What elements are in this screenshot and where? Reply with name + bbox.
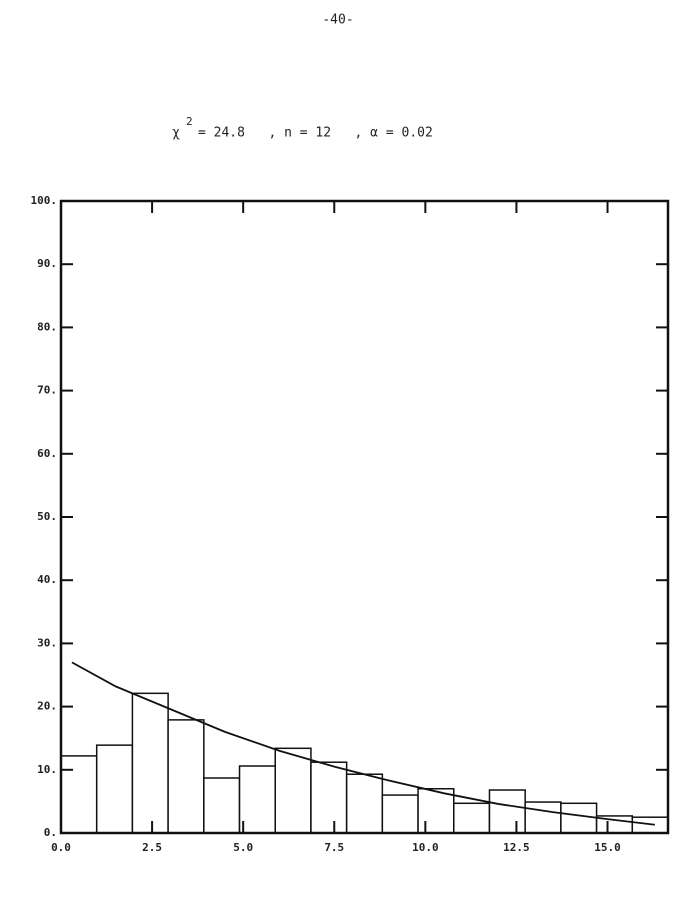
bar xyxy=(560,802,598,834)
title-symbol: χ xyxy=(172,126,180,141)
x-tick-label: 10.0 xyxy=(412,841,439,854)
y-tick-label: 90. xyxy=(37,257,57,270)
bar xyxy=(381,794,419,834)
bar xyxy=(131,692,169,834)
y-tick-label: 20. xyxy=(37,700,57,713)
y-tick-label: 70. xyxy=(37,384,57,397)
bar xyxy=(203,777,241,834)
bar xyxy=(310,761,348,834)
fitted-curve xyxy=(71,661,655,826)
x-tick-label: 2.5 xyxy=(142,841,162,854)
bar xyxy=(95,744,134,834)
x-tick-label: 7.5 xyxy=(324,841,344,854)
y-tick-label: 40. xyxy=(37,573,57,586)
bar xyxy=(524,801,562,834)
y-tick-label: 10. xyxy=(37,763,57,776)
bar xyxy=(417,788,455,834)
bar xyxy=(453,802,491,834)
bar xyxy=(238,765,276,834)
y-tick-label: 100. xyxy=(31,194,58,207)
page-number: -40- xyxy=(322,13,353,28)
y-tick-label: 0. xyxy=(44,826,57,839)
y-tick-label: 80. xyxy=(37,320,57,333)
x-tick-label: 12.5 xyxy=(503,841,530,854)
bar xyxy=(488,789,526,834)
x-tick-label: 0.0 xyxy=(51,841,71,854)
bar xyxy=(345,773,384,834)
bar xyxy=(274,747,312,834)
title-text: = 24.8 , n = 12 , α = 0.02 xyxy=(198,126,433,141)
x-tick-label: 5.0 xyxy=(233,841,253,854)
bar xyxy=(60,755,98,834)
title-exponent: 2 xyxy=(186,115,193,128)
x-tick-label: 15.0 xyxy=(594,841,621,854)
y-tick-label: 50. xyxy=(37,510,57,523)
y-tick-label: 30. xyxy=(37,636,57,649)
y-tick-label: 60. xyxy=(37,447,57,460)
bar xyxy=(167,719,205,834)
